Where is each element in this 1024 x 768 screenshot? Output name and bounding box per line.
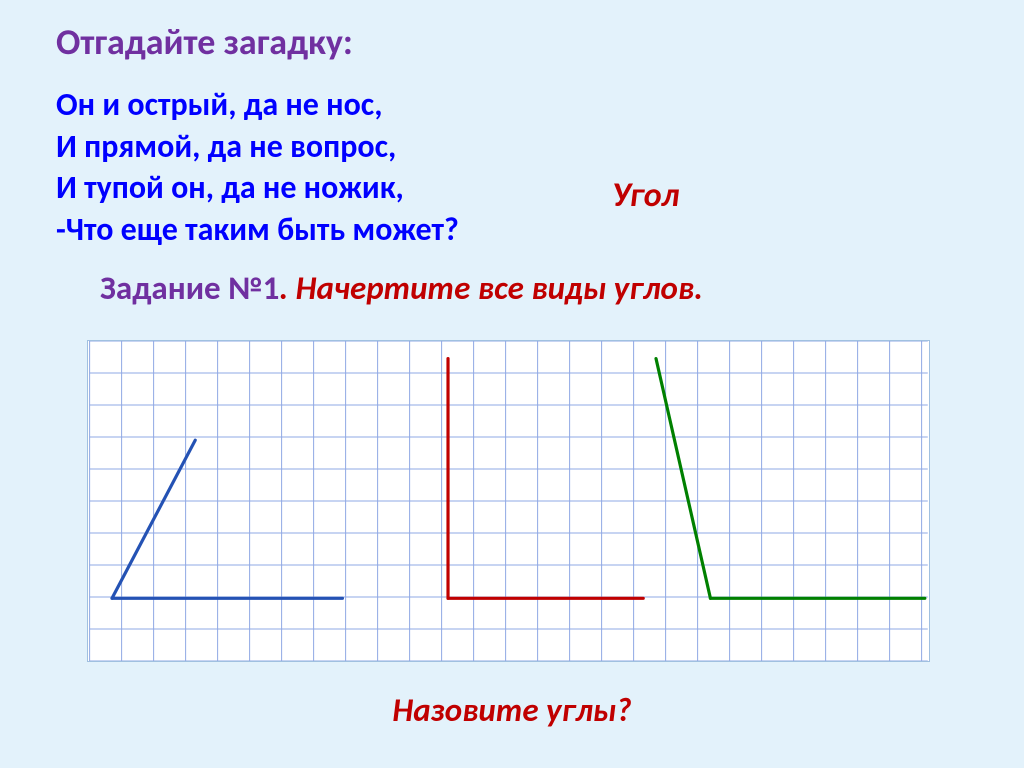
grid-canvas	[88, 341, 929, 661]
riddle-line: Он и острый, да не нос,	[56, 84, 1024, 126]
task-separator: .	[279, 268, 295, 308]
drawing-grid	[87, 340, 930, 662]
riddle-answer: Угол	[612, 175, 679, 216]
task-block: Задание №1. Начертите все виды углов.	[0, 250, 1024, 308]
riddle-line: И тупой он, да не ножик,	[56, 167, 1024, 209]
task-instruction: Начертите все виды углов.	[296, 268, 703, 308]
task-number: Задание №1	[100, 268, 279, 308]
bottom-question: Назовите углы?	[0, 690, 1024, 730]
page-title: Отгадайте загадку:	[0, 0, 1024, 64]
riddle-line: -Что еще таким быть может?	[56, 209, 1024, 251]
riddle-line: И прямой, да не вопрос,	[56, 126, 1024, 168]
riddle-block: Он и острый, да не нос, И прямой, да не …	[0, 64, 1024, 250]
